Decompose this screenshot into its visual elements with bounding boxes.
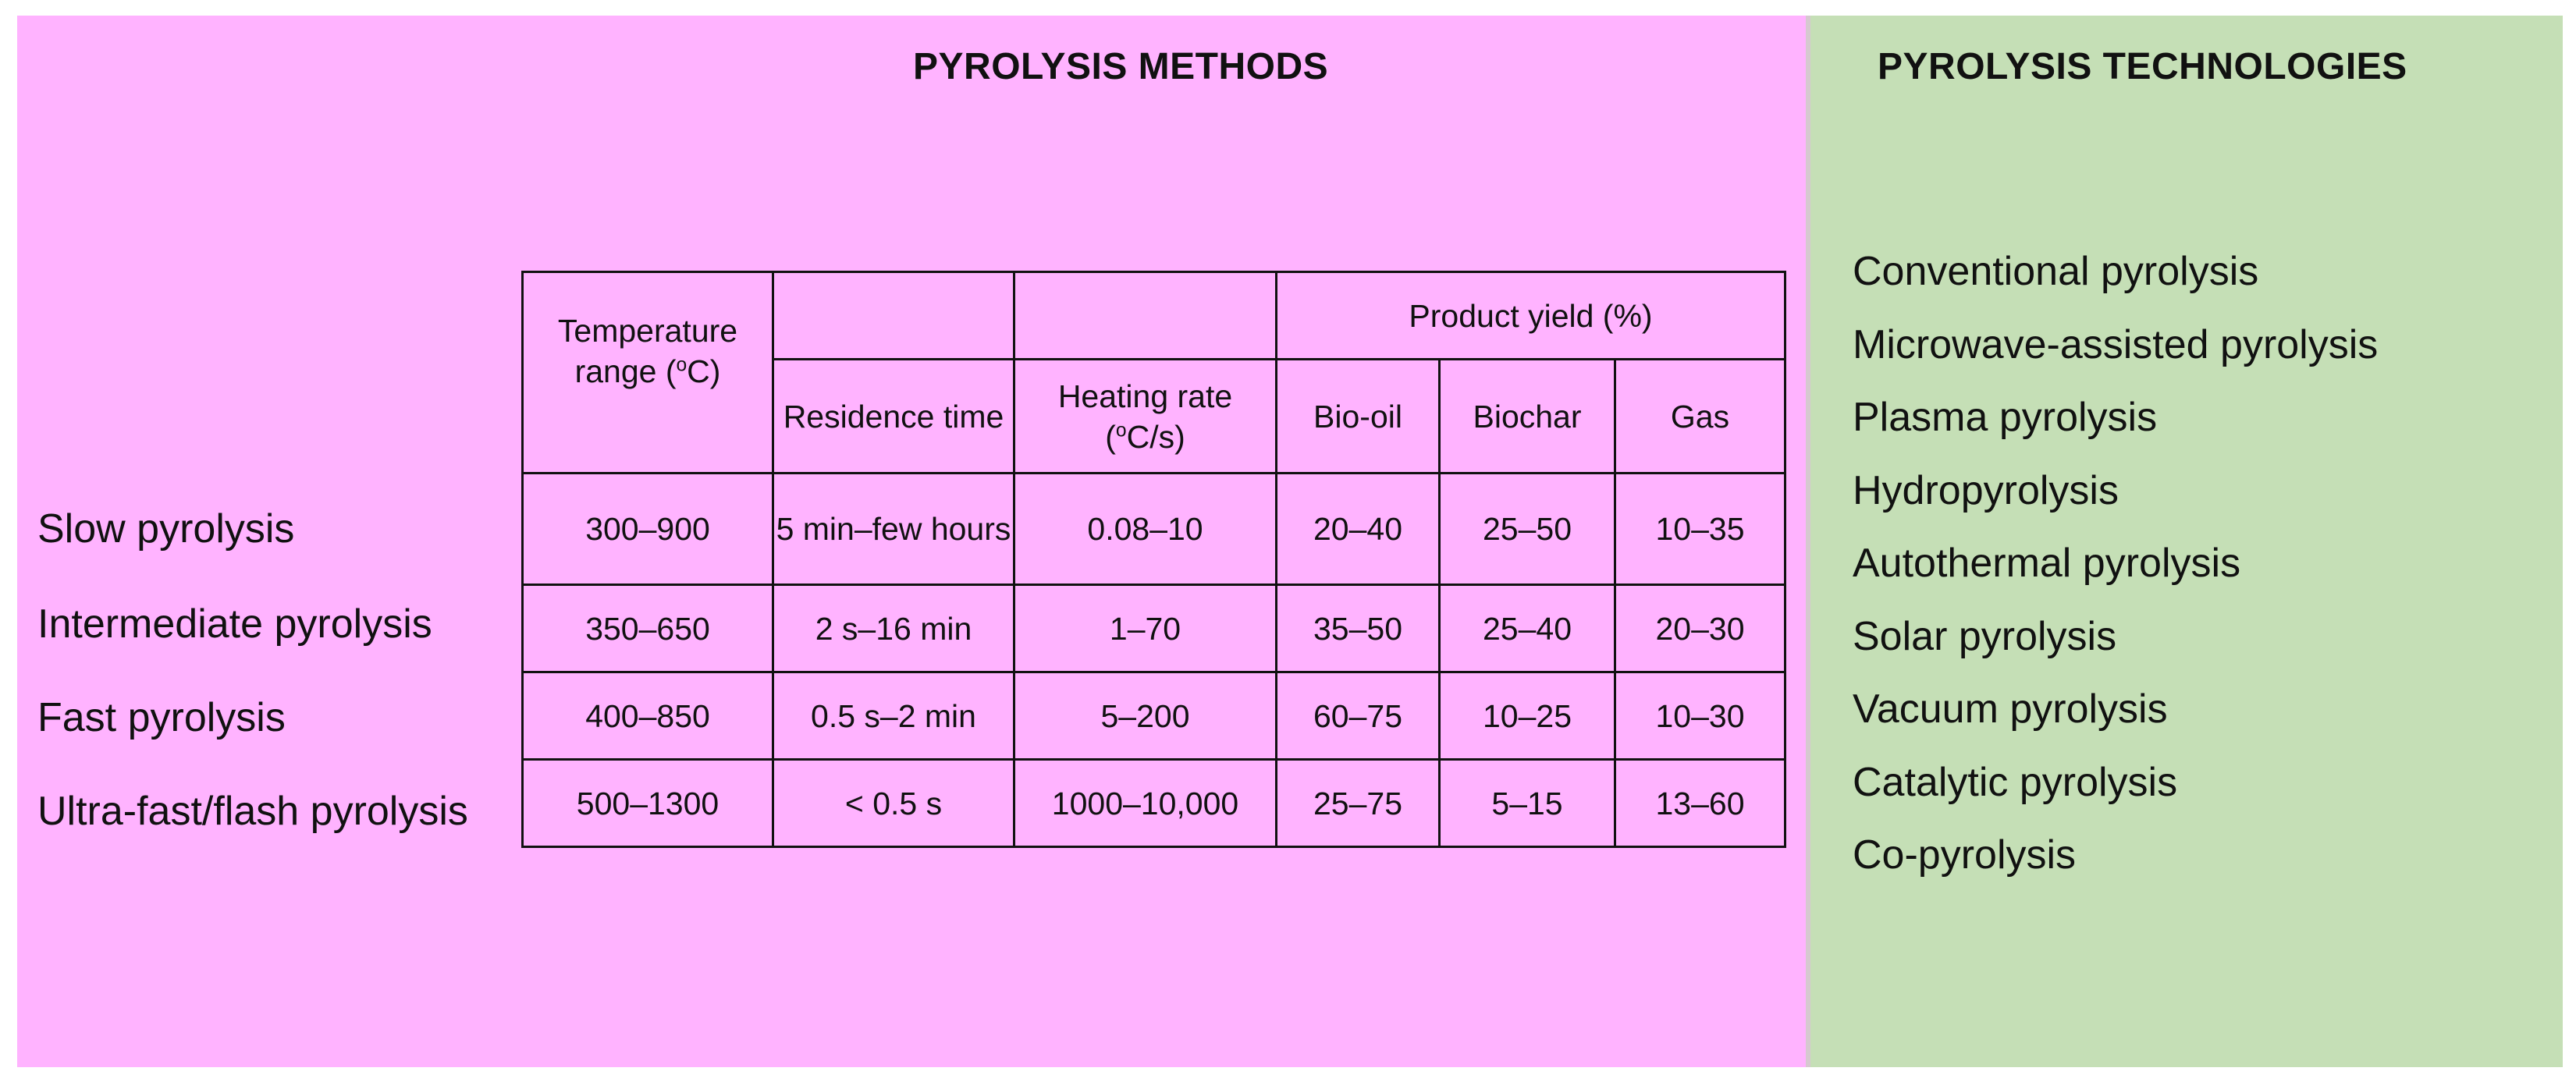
cell-heating-rate: 1000–10,000 [1013,758,1277,848]
cell-heating-rate: 1–70 [1013,584,1277,673]
cell-biochar: 5–15 [1438,758,1616,848]
cell-temperature: 400–850 [521,671,774,761]
header-temperature-range: Temperature range (oC) [521,271,774,474]
row-label-ultra-fast: Ultra-fast/flash pyrolysis [37,789,468,834]
list-item: Conventional pyrolysis [1853,249,2259,294]
cell-temperature: 350–650 [521,584,774,673]
cell-bio-oil: 60–75 [1275,671,1441,761]
list-item: Solar pyrolysis [1853,613,2117,659]
cell-gas: 20–30 [1614,584,1786,673]
table-row: 500–1300 < 0.5 s 1000–10,000 25–75 5–15 … [521,758,1786,848]
row-label-slow: Slow pyrolysis [37,506,295,552]
cell-temperature: 300–900 [521,472,774,586]
cell-heating-rate: 0.08–10 [1013,472,1277,586]
cell-biochar: 25–40 [1438,584,1616,673]
header-residence-time: Residence time [772,358,1015,474]
pyrolysis-technologies-panel [1810,16,2563,1067]
table-row: 400–850 0.5 s–2 min 5–200 60–75 10–25 10… [521,671,1786,761]
cell-bio-oil: 20–40 [1275,472,1441,586]
cell-biochar: 25–50 [1438,472,1616,586]
pyrolysis-methods-table: Temperature range (oC) Product yield (%)… [521,271,1786,848]
row-label-intermediate: Intermediate pyrolysis [37,601,432,647]
cell-temperature: 500–1300 [521,758,774,848]
cell-heating-rate: 5–200 [1013,671,1277,761]
methods-title: PYROLYSIS METHODS [913,46,1329,87]
technologies-list: Conventional pyrolysis Microwave-assiste… [1853,236,2378,892]
cell-gas: 13–60 [1614,758,1786,848]
header-empty-cell [772,271,1015,360]
cell-bio-oil: 35–50 [1275,584,1441,673]
header-bio-oil: Bio-oil [1275,358,1441,474]
cell-residence-time: 2 s–16 min [772,584,1015,673]
table-row: 300–900 5 min–few hours 0.08–10 20–40 25… [521,472,1786,586]
list-item: Vacuum pyrolysis [1853,686,2168,732]
row-label-fast: Fast pyrolysis [37,695,286,740]
list-item: Catalytic pyrolysis [1853,759,2178,805]
header-heating-rate: Heating rate (oC/s) [1013,358,1277,474]
list-item: Hydropyrolysis [1853,467,2119,513]
table-row: 350–650 2 s–16 min 1–70 35–50 25–40 20–3… [521,584,1786,673]
cell-residence-time: 0.5 s–2 min [772,671,1015,761]
header-biochar: Biochar [1438,358,1616,474]
header-temperature-text: Temperature range (oC) [557,312,738,389]
list-item: Autothermal pyrolysis [1853,541,2241,586]
cell-gas: 10–30 [1614,671,1786,761]
cell-residence-time: 5 min–few hours [772,472,1015,586]
cell-residence-time: < 0.5 s [772,758,1015,848]
header-gas: Gas [1614,358,1786,474]
cell-bio-oil: 25–75 [1275,758,1441,848]
list-item: Co-pyrolysis [1853,832,2077,878]
table-header-row: Temperature range (oC) Product yield (%) [521,271,1786,474]
technologies-title: PYROLYSIS TECHNOLOGIES [1878,46,2407,87]
panel-divider [1806,16,1810,1067]
cell-gas: 10–35 [1614,472,1786,586]
cell-biochar: 10–25 [1438,671,1616,761]
list-item: Microwave-assisted pyrolysis [1853,321,2379,367]
table-subheader-row: Residence time Heating rate (oC/s) Bio-o… [523,358,1786,474]
header-product-yield: Product yield (%) [1275,271,1786,360]
list-item: Plasma pyrolysis [1853,395,2158,440]
header-empty-cell [1013,271,1277,360]
